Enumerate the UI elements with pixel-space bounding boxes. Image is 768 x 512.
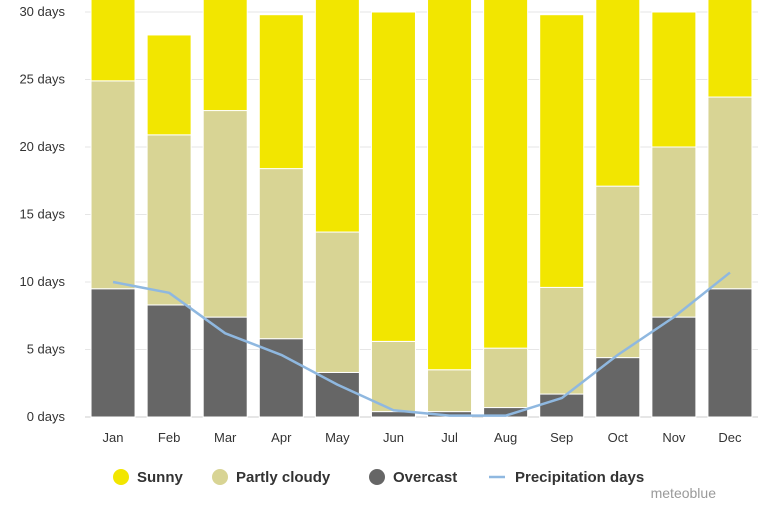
bar-segment-sunny[interactable] (90, 0, 136, 82)
legend-label: Precipitation days (515, 469, 644, 486)
bar-segment-overcast[interactable] (146, 304, 192, 418)
legend-marker-icon (369, 469, 385, 485)
x-tick-label: Dec (718, 430, 742, 445)
bar-segment-sunny[interactable] (314, 0, 360, 233)
bar-segment-partly-cloudy[interactable] (258, 168, 304, 340)
legend-marker-icon (212, 469, 228, 485)
grid-lines (85, 11, 758, 418)
bar-segment-partly-cloudy[interactable] (539, 286, 585, 395)
bar-segment-sunny[interactable] (651, 11, 697, 148)
bar-segment-sunny[interactable] (202, 0, 248, 112)
legend-item-sunny[interactable]: Sunny (113, 469, 183, 486)
y-tick-label: 5 days (27, 342, 66, 357)
y-tick-label: 20 days (19, 139, 65, 154)
legend-label: Sunny (137, 469, 183, 486)
bar-segment-partly-cloudy[interactable] (651, 146, 697, 318)
y-tick-label: 10 days (19, 274, 65, 289)
x-tick-label: Jul (441, 430, 458, 445)
bar-segment-overcast[interactable] (314, 371, 360, 418)
legend-item-overcast[interactable]: Overcast (369, 469, 457, 486)
x-tick-label: Oct (608, 430, 629, 445)
x-axis-ticks: Jan Feb Mar Apr May Jun Jul Aug Sep Oct Nov Dec (103, 430, 742, 445)
bar-segment-partly-cloudy[interactable] (370, 340, 416, 413)
x-tick-label: Jun (383, 430, 404, 445)
bar-segment-sunny[interactable] (146, 34, 192, 136)
bar-segment-sunny[interactable] (427, 0, 473, 371)
y-tick-label: 0 days (27, 409, 66, 424)
precipitation-days-line[interactable] (112, 271, 731, 417)
bar-segment-sunny[interactable] (483, 0, 529, 349)
x-tick-label: Mar (214, 430, 237, 445)
x-tick-label: May (325, 430, 350, 445)
bar-segment-sunny[interactable] (539, 14, 585, 288)
legend-item-precipitation-days[interactable]: Precipitation days (489, 469, 644, 486)
x-tick-label: Sep (550, 430, 573, 445)
bar-segment-partly-cloudy[interactable] (90, 80, 136, 290)
y-axis-ticks: 0 days 5 days 10 days 15 days 20 days 25 days… (19, 4, 65, 424)
x-tick-label: Nov (662, 430, 686, 445)
stacked-bars (90, 0, 753, 418)
bar-segment-partly-cloudy[interactable] (707, 96, 753, 290)
bar-segment-overcast[interactable] (258, 338, 304, 418)
bar-segment-overcast[interactable] (707, 288, 753, 418)
bar-segment-partly-cloudy[interactable] (595, 185, 641, 359)
bar-segment-partly-cloudy[interactable] (427, 369, 473, 413)
x-tick-label: Jan (103, 430, 124, 445)
x-tick-label: Apr (271, 430, 292, 445)
bar-segment-sunny[interactable] (707, 0, 753, 98)
credit-label: meteoblue (651, 485, 717, 501)
y-tick-label: 15 days (19, 207, 65, 222)
precipitation-line (112, 271, 731, 417)
legend-label: Partly cloudy (236, 469, 331, 486)
bar-segment-sunny[interactable] (370, 11, 416, 342)
bar-segment-partly-cloudy[interactable] (202, 110, 248, 318)
legend-marker-icon (113, 469, 129, 485)
x-tick-label: Feb (158, 430, 180, 445)
bar-segment-overcast[interactable] (90, 288, 136, 418)
bar-segment-partly-cloudy[interactable] (483, 347, 529, 409)
y-tick-label: 25 days (19, 72, 65, 87)
bar-segment-partly-cloudy[interactable] (146, 134, 192, 306)
legend-label: Overcast (393, 469, 457, 486)
bar-segment-sunny[interactable] (258, 14, 304, 170)
legend-item-partly-cloudy[interactable]: Partly cloudy (212, 469, 331, 486)
y-tick-label: 30 days (19, 4, 65, 19)
bar-segment-partly-cloudy[interactable] (314, 231, 360, 373)
bar-segment-overcast[interactable] (651, 316, 697, 418)
legend[interactable]: Sunny Partly cloudy Overcast Precipitation … (113, 469, 644, 486)
bar-segment-sunny[interactable] (595, 0, 641, 187)
x-tick-label: Aug (494, 430, 517, 445)
